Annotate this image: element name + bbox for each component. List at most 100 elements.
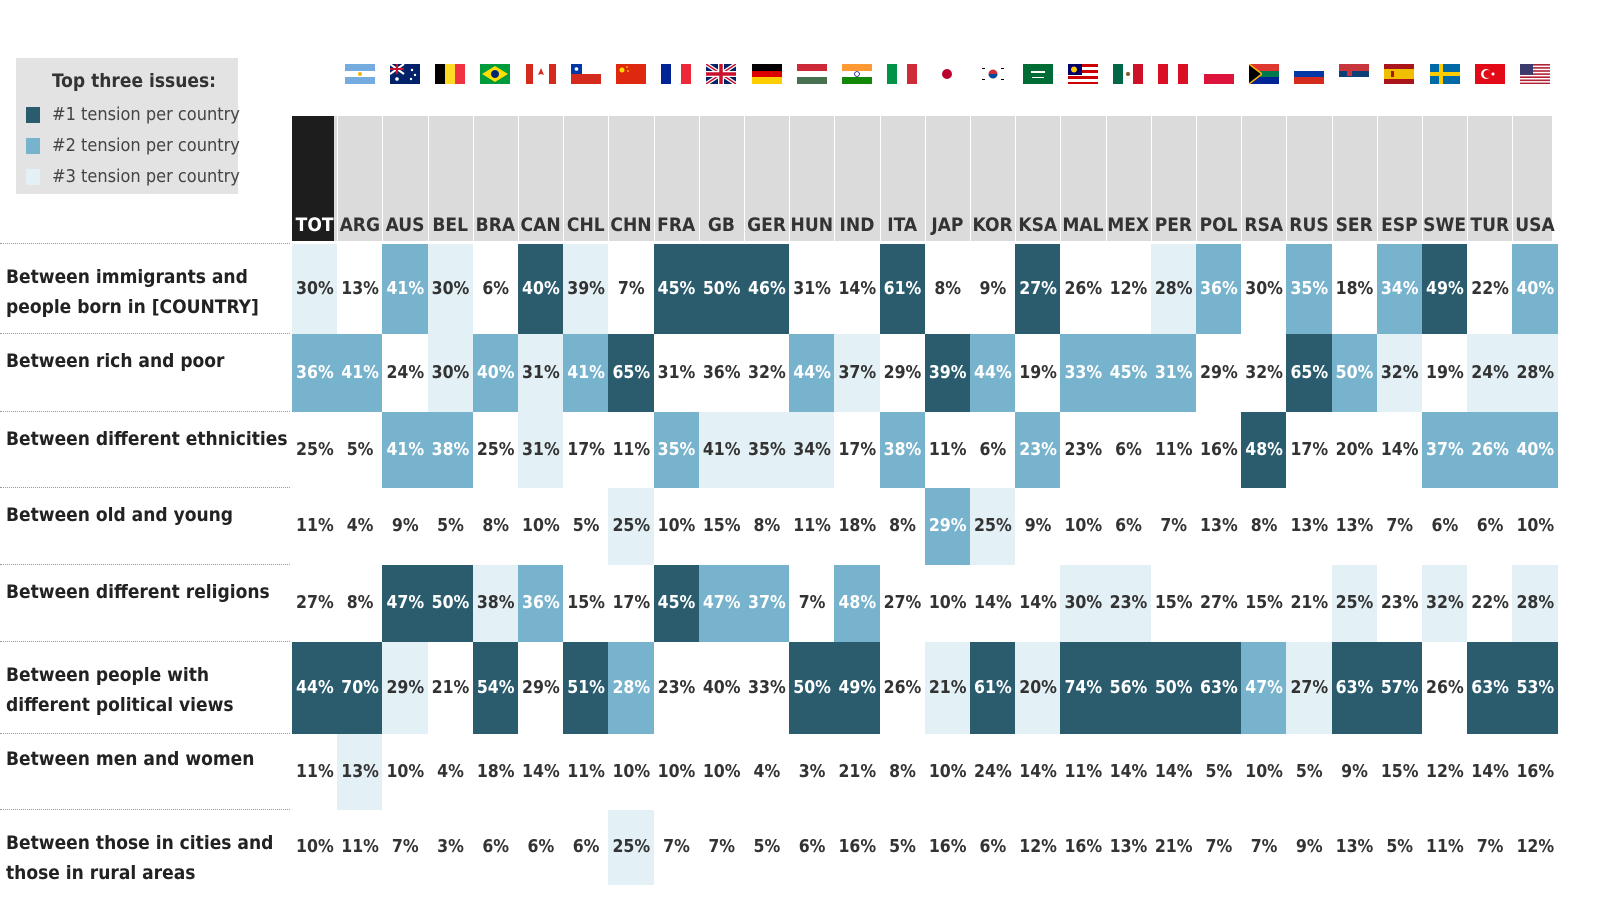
table-cell: 16% <box>1512 734 1559 810</box>
table-cell: 21% <box>924 642 971 734</box>
legend: Top three issues: #1 tension per country… <box>16 58 240 194</box>
south-korea-flag-icon <box>977 64 1008 90</box>
table-cell: 14% <box>1105 734 1152 810</box>
column-header-can: CAN <box>520 214 561 236</box>
column-separator <box>1467 116 1469 241</box>
table-cell: 7% <box>1467 810 1513 885</box>
table-cell: 8% <box>879 488 926 565</box>
table-cell: 9% <box>1331 734 1378 810</box>
table-cell: 12% <box>1105 244 1152 334</box>
table-cell: 29% <box>382 642 429 734</box>
column-separator <box>1150 116 1152 241</box>
table-cell: 23% <box>1015 412 1061 488</box>
table-cell: 24% <box>970 734 1016 810</box>
table-cell: 26% <box>1422 642 1468 734</box>
table-cell: 40% <box>1512 412 1559 488</box>
table-cell: 35% <box>1286 244 1333 334</box>
legend-title: Top three issues: <box>52 70 216 92</box>
table-cell: 6% <box>970 810 1016 885</box>
table-cell: 13% <box>1286 488 1333 565</box>
table-cell: 41% <box>337 334 383 412</box>
spain-flag-icon <box>1384 64 1415 90</box>
table-cell: 14% <box>1015 565 1061 642</box>
table-cell: 49% <box>1422 244 1468 334</box>
table-cell: 26% <box>1467 412 1513 488</box>
row-divider <box>0 564 290 565</box>
turkey-flag-icon <box>1474 64 1505 90</box>
column-separator <box>1512 116 1514 241</box>
table-cell: 11% <box>1150 412 1197 488</box>
table-cell: 7% <box>1376 488 1423 565</box>
table-cell: 10% <box>924 734 971 810</box>
mexico-flag-icon <box>1113 64 1144 90</box>
table-cell: 49% <box>834 642 881 734</box>
table-cell: 6% <box>789 810 835 885</box>
table-cell: 6% <box>1105 412 1152 488</box>
table-cell: 11% <box>924 412 971 488</box>
table-cell: 24% <box>1467 334 1513 412</box>
row-label: Between different religions <box>6 581 270 603</box>
table-cell: 12% <box>1512 810 1559 885</box>
table-cell: 21% <box>427 642 474 734</box>
table-cell: 25% <box>970 488 1016 565</box>
table-cell: 20% <box>1015 642 1061 734</box>
column-header-bra: BRA <box>475 214 516 236</box>
table-cell: 25% <box>292 412 338 488</box>
legend-label-rank3: #3 tension per country <box>52 166 240 187</box>
table-cell: 31% <box>1150 334 1197 412</box>
table-cell: 29% <box>1196 334 1242 412</box>
table-cell: 56% <box>1105 642 1152 734</box>
column-separator <box>427 116 429 241</box>
table-cell: 7% <box>789 565 835 642</box>
table-cell: 30% <box>427 244 474 334</box>
table-cell: 40% <box>518 244 564 334</box>
column-separator <box>789 116 791 241</box>
table-cell: 27% <box>879 565 926 642</box>
table-cell: 8% <box>337 565 383 642</box>
table-cell: 74% <box>1060 642 1107 734</box>
table-cell: 33% <box>1060 334 1107 412</box>
table-cell: 40% <box>472 334 519 412</box>
table-cell: 34% <box>789 412 835 488</box>
table-cell: 5% <box>1376 810 1423 885</box>
table-cell: 35% <box>744 412 790 488</box>
table-cell: 23% <box>1376 565 1423 642</box>
column-separator <box>608 116 610 241</box>
table-cell: 39% <box>563 244 609 334</box>
column-separator <box>970 116 971 241</box>
table-cell: 6% <box>472 810 519 885</box>
table-cell: 17% <box>834 412 881 488</box>
table-cell: 7% <box>1196 810 1242 885</box>
total-column-header-block <box>292 116 334 241</box>
column-separator <box>834 116 836 241</box>
column-header-mex: MEX <box>1107 214 1150 236</box>
table-cell: 36% <box>1196 244 1242 334</box>
table-cell: 9% <box>1015 488 1061 565</box>
table-cell: 27% <box>1286 642 1333 734</box>
column-separator <box>1376 116 1378 241</box>
table-cell: 44% <box>292 642 338 734</box>
table-cell: 31% <box>789 244 835 334</box>
table-cell: 28% <box>608 642 655 734</box>
row-divider <box>0 411 290 412</box>
table-cell: 6% <box>970 412 1016 488</box>
table-cell: 15% <box>698 488 745 565</box>
table-cell: 41% <box>698 412 745 488</box>
brazil-flag-icon <box>480 64 511 90</box>
table-cell: 27% <box>1015 244 1061 334</box>
table-cell: 15% <box>1241 565 1287 642</box>
table-cell: 11% <box>1422 810 1468 885</box>
table-cell: 36% <box>518 565 564 642</box>
table-cell: 12% <box>1422 734 1468 810</box>
argentina-flag-icon <box>344 64 375 90</box>
table-cell: 61% <box>879 244 926 334</box>
uk-flag-icon <box>705 62 738 90</box>
table-cell: 45% <box>653 565 700 642</box>
table-cell: 10% <box>698 734 745 810</box>
table-cell: 65% <box>1286 334 1333 412</box>
table-cell: 50% <box>1331 334 1378 412</box>
india-flag-icon <box>842 64 872 90</box>
table-cell: 14% <box>1376 412 1423 488</box>
table-cell: 39% <box>924 334 971 412</box>
table-cell: 15% <box>1376 734 1423 810</box>
